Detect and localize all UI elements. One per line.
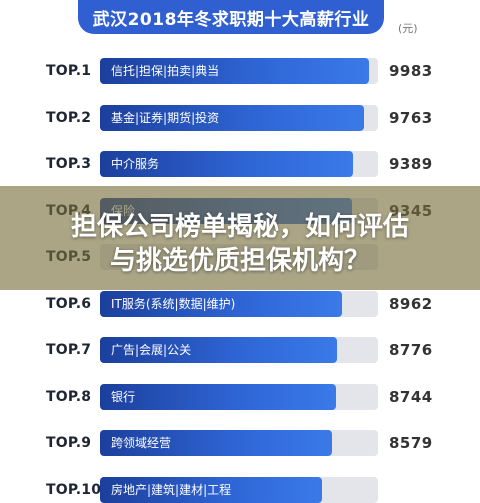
value-label: 8744	[389, 388, 433, 406]
bar-row: TOP.2 基金|证券|期货|投资 9763	[0, 105, 480, 131]
value-label: 8962	[389, 295, 433, 313]
bar	[100, 430, 332, 456]
bar-row: TOP.9 跨领域经营 8579	[0, 430, 480, 456]
bar-label: 中介服务	[111, 157, 160, 171]
bar-label: IT服务(系统|数据|维护)	[111, 297, 236, 311]
headline-overlay	[0, 186, 480, 290]
rank-label: TOP.10	[46, 482, 102, 498]
rank-label: TOP.6	[46, 296, 92, 312]
value-label: 8579	[389, 434, 433, 452]
rank-label: TOP.9	[46, 435, 92, 451]
bar	[100, 105, 364, 131]
bar	[100, 337, 337, 363]
bar-label: 信托|担保|拍卖|典当	[111, 64, 220, 78]
bar-label: 跨领域经营	[111, 436, 172, 450]
value-label: 9389	[389, 155, 433, 173]
bar-label: 广告|会展|公关	[111, 343, 192, 357]
value-label: 9763	[389, 109, 433, 127]
unit-label: (元)	[398, 22, 418, 35]
bar-label: 房地产|建筑|建材|工程	[111, 483, 232, 497]
value-label: 8776	[389, 341, 433, 359]
bar-row: TOP.8 银行 8744	[0, 384, 480, 410]
rank-label: TOP.7	[46, 342, 92, 358]
bar-row: TOP.1 信托|担保|拍卖|典当 9983	[0, 58, 480, 84]
bar	[100, 58, 369, 84]
rank-label: TOP.1	[46, 63, 92, 79]
bar	[100, 384, 336, 410]
chart-title: 武汉2018年冬求职期十大高薪行业	[78, 0, 384, 34]
headline-line-1: 担保公司榜单揭秘，如何评估	[70, 212, 409, 242]
rank-label: TOP.2	[46, 110, 92, 126]
bar	[100, 151, 353, 177]
rank-label: TOP.3	[46, 156, 92, 172]
bar-row: TOP.7 广告|会展|公关 8776	[0, 337, 480, 363]
headline-line-2: 与挑选优质担保机构？	[109, 246, 370, 276]
bar	[100, 291, 342, 317]
bar-row: TOP.3 中介服务 9389	[0, 151, 480, 177]
rank-label: TOP.8	[46, 389, 92, 405]
bar-row: TOP.10 房地产|建筑|建材|工程	[0, 477, 480, 503]
bar-label: 基金|证券|期货|投资	[111, 111, 220, 125]
value-label: 9983	[389, 62, 433, 80]
bar-row: TOP.6 IT服务(系统|数据|维护) 8962	[0, 291, 480, 317]
bar-label: 银行	[111, 390, 136, 404]
